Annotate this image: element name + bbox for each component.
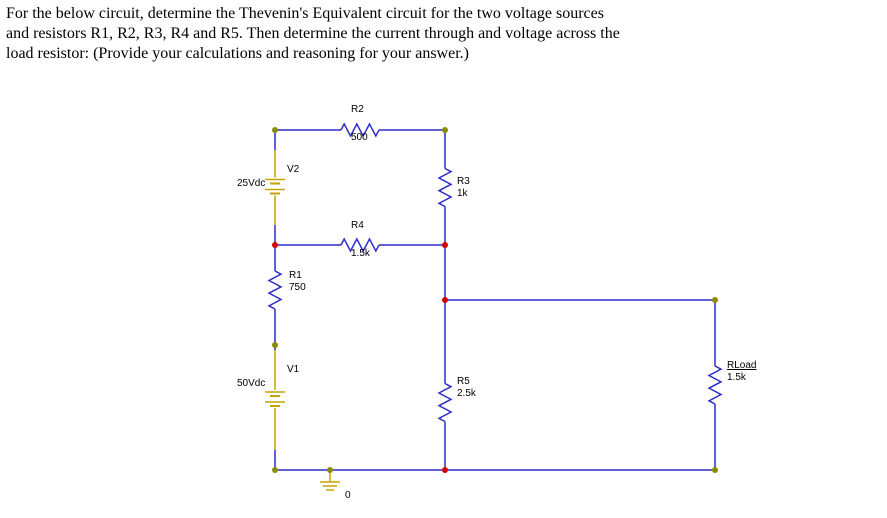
r5-value: 2.5k <box>457 388 476 399</box>
r5-name: R5 <box>457 376 470 387</box>
rload-value: 1.5k <box>727 372 746 383</box>
problem-line2: and resistors R1, R2, R3, R4 and R5. The… <box>6 25 620 42</box>
v2-name: V2 <box>287 164 299 175</box>
problem-statement: For the below circuit, determine the The… <box>6 4 885 64</box>
v1-name: V1 <box>287 364 299 375</box>
r1-name: R1 <box>289 270 302 281</box>
v1-value: 50Vdc <box>237 378 265 389</box>
r1-value: 750 <box>289 282 306 293</box>
r4-name: R4 <box>351 220 364 231</box>
problem-line1: For the below circuit, determine the The… <box>6 5 604 22</box>
v2-value: 25Vdc <box>237 178 265 189</box>
circuit-schematic: R2 500 V2 25Vdc R3 1k R4 1.5k R1 750 V1 … <box>175 100 815 510</box>
schematic-svg <box>175 100 815 510</box>
r3-name: R3 <box>457 176 470 187</box>
gnd-label: 0 <box>345 490 351 501</box>
r3-value: 1k <box>457 188 468 199</box>
r4-value: 1.5k <box>351 248 370 259</box>
problem-line3: load resistor: (Provide your calculation… <box>6 45 469 62</box>
rload-name: RLoad <box>727 360 756 371</box>
r2-name: R2 <box>351 104 364 115</box>
r2-value: 500 <box>351 132 368 143</box>
